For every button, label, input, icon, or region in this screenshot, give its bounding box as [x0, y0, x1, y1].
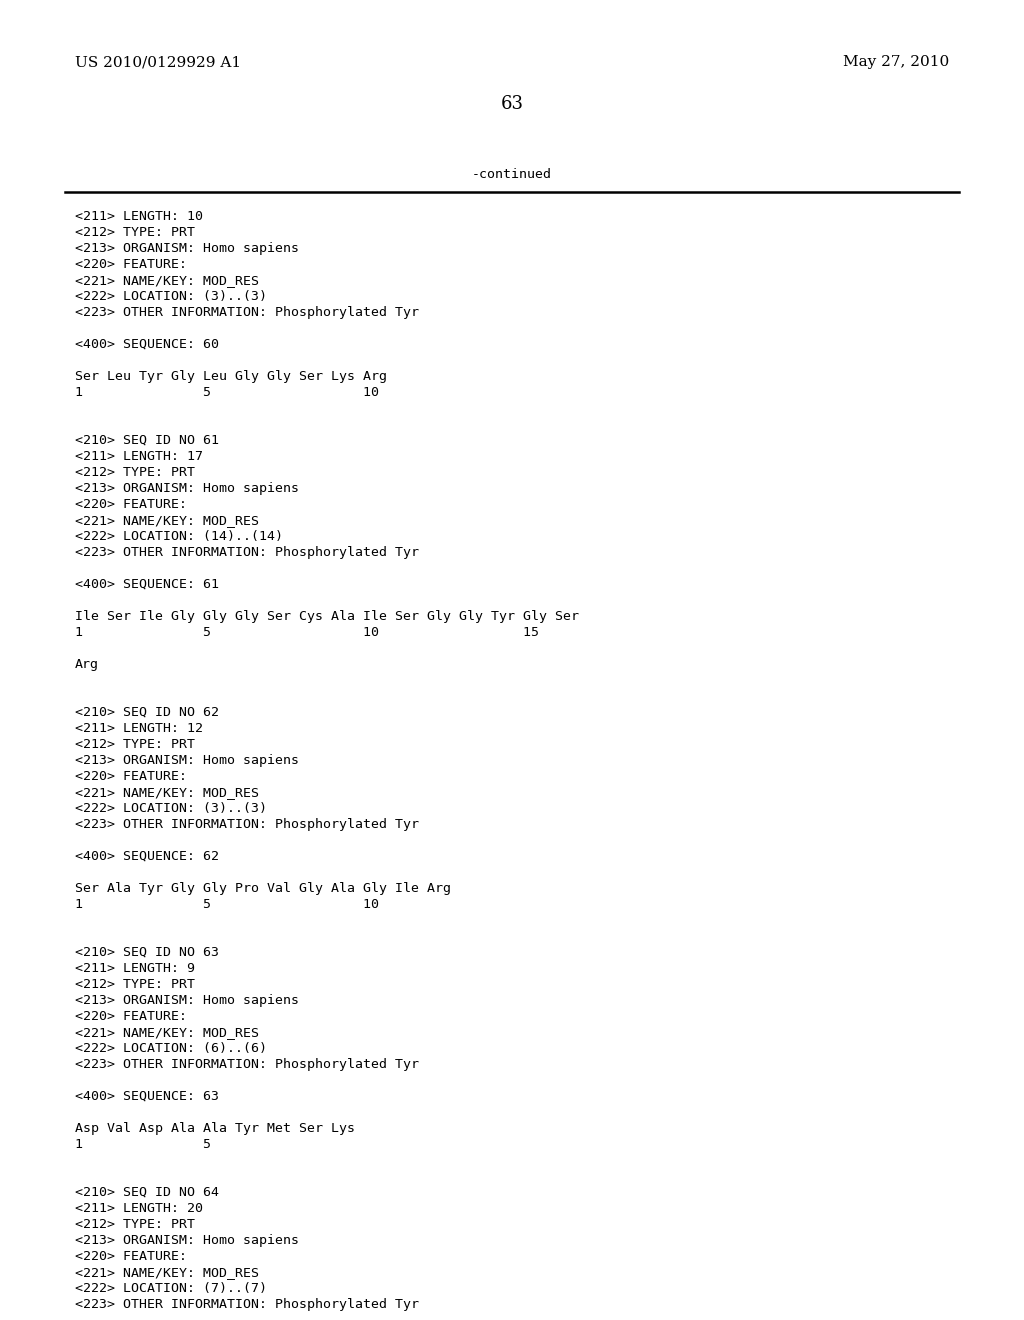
Text: <223> OTHER INFORMATION: Phosphorylated Tyr: <223> OTHER INFORMATION: Phosphorylated …	[75, 1298, 419, 1311]
Text: <220> FEATURE:: <220> FEATURE:	[75, 1250, 187, 1263]
Text: <221> NAME/KEY: MOD_RES: <221> NAME/KEY: MOD_RES	[75, 1266, 259, 1279]
Text: 1               5                   10                  15: 1 5 10 15	[75, 626, 539, 639]
Text: <210> SEQ ID NO 62: <210> SEQ ID NO 62	[75, 706, 219, 719]
Text: <220> FEATURE:: <220> FEATURE:	[75, 498, 187, 511]
Text: <210> SEQ ID NO 61: <210> SEQ ID NO 61	[75, 434, 219, 447]
Text: 63: 63	[501, 95, 523, 114]
Text: 1               5                   10: 1 5 10	[75, 898, 379, 911]
Text: <212> TYPE: PRT: <212> TYPE: PRT	[75, 466, 195, 479]
Text: <211> LENGTH: 9: <211> LENGTH: 9	[75, 962, 195, 975]
Text: Ser Leu Tyr Gly Leu Gly Gly Ser Lys Arg: Ser Leu Tyr Gly Leu Gly Gly Ser Lys Arg	[75, 370, 387, 383]
Text: <222> LOCATION: (3)..(3): <222> LOCATION: (3)..(3)	[75, 290, 267, 304]
Text: <220> FEATURE:: <220> FEATURE:	[75, 257, 187, 271]
Text: <400> SEQUENCE: 60: <400> SEQUENCE: 60	[75, 338, 219, 351]
Text: <221> NAME/KEY: MOD_RES: <221> NAME/KEY: MOD_RES	[75, 275, 259, 286]
Text: <220> FEATURE:: <220> FEATURE:	[75, 1010, 187, 1023]
Text: <223> OTHER INFORMATION: Phosphorylated Tyr: <223> OTHER INFORMATION: Phosphorylated …	[75, 818, 419, 832]
Text: US 2010/0129929 A1: US 2010/0129929 A1	[75, 55, 241, 69]
Text: <221> NAME/KEY: MOD_RES: <221> NAME/KEY: MOD_RES	[75, 513, 259, 527]
Text: Asp Val Asp Ala Ala Tyr Met Ser Lys: Asp Val Asp Ala Ala Tyr Met Ser Lys	[75, 1122, 355, 1135]
Text: <213> ORGANISM: Homo sapiens: <213> ORGANISM: Homo sapiens	[75, 1234, 299, 1247]
Text: <211> LENGTH: 17: <211> LENGTH: 17	[75, 450, 203, 463]
Text: <400> SEQUENCE: 63: <400> SEQUENCE: 63	[75, 1090, 219, 1104]
Text: <222> LOCATION: (14)..(14): <222> LOCATION: (14)..(14)	[75, 531, 283, 543]
Text: <210> SEQ ID NO 64: <210> SEQ ID NO 64	[75, 1185, 219, 1199]
Text: <400> SEQUENCE: 61: <400> SEQUENCE: 61	[75, 578, 219, 591]
Text: <222> LOCATION: (7)..(7): <222> LOCATION: (7)..(7)	[75, 1282, 267, 1295]
Text: <212> TYPE: PRT: <212> TYPE: PRT	[75, 1218, 195, 1232]
Text: <212> TYPE: PRT: <212> TYPE: PRT	[75, 978, 195, 991]
Text: 1               5: 1 5	[75, 1138, 211, 1151]
Text: <213> ORGANISM: Homo sapiens: <213> ORGANISM: Homo sapiens	[75, 242, 299, 255]
Text: May 27, 2010: May 27, 2010	[843, 55, 949, 69]
Text: Ser Ala Tyr Gly Gly Pro Val Gly Ala Gly Ile Arg: Ser Ala Tyr Gly Gly Pro Val Gly Ala Gly …	[75, 882, 451, 895]
Text: <213> ORGANISM: Homo sapiens: <213> ORGANISM: Homo sapiens	[75, 994, 299, 1007]
Text: <212> TYPE: PRT: <212> TYPE: PRT	[75, 738, 195, 751]
Text: <210> SEQ ID NO 63: <210> SEQ ID NO 63	[75, 946, 219, 960]
Text: <220> FEATURE:: <220> FEATURE:	[75, 770, 187, 783]
Text: <223> OTHER INFORMATION: Phosphorylated Tyr: <223> OTHER INFORMATION: Phosphorylated …	[75, 306, 419, 319]
Text: <211> LENGTH: 20: <211> LENGTH: 20	[75, 1203, 203, 1214]
Text: <400> SEQUENCE: 62: <400> SEQUENCE: 62	[75, 850, 219, 863]
Text: 1               5                   10: 1 5 10	[75, 385, 379, 399]
Text: -continued: -continued	[472, 168, 552, 181]
Text: Arg: Arg	[75, 657, 99, 671]
Text: <221> NAME/KEY: MOD_RES: <221> NAME/KEY: MOD_RES	[75, 1026, 259, 1039]
Text: <211> LENGTH: 10: <211> LENGTH: 10	[75, 210, 203, 223]
Text: <211> LENGTH: 12: <211> LENGTH: 12	[75, 722, 203, 735]
Text: <213> ORGANISM: Homo sapiens: <213> ORGANISM: Homo sapiens	[75, 482, 299, 495]
Text: Ile Ser Ile Gly Gly Gly Ser Cys Ala Ile Ser Gly Gly Tyr Gly Ser: Ile Ser Ile Gly Gly Gly Ser Cys Ala Ile …	[75, 610, 579, 623]
Text: <223> OTHER INFORMATION: Phosphorylated Tyr: <223> OTHER INFORMATION: Phosphorylated …	[75, 1059, 419, 1071]
Text: <222> LOCATION: (3)..(3): <222> LOCATION: (3)..(3)	[75, 803, 267, 814]
Text: <213> ORGANISM: Homo sapiens: <213> ORGANISM: Homo sapiens	[75, 754, 299, 767]
Text: <223> OTHER INFORMATION: Phosphorylated Tyr: <223> OTHER INFORMATION: Phosphorylated …	[75, 546, 419, 558]
Text: <212> TYPE: PRT: <212> TYPE: PRT	[75, 226, 195, 239]
Text: <221> NAME/KEY: MOD_RES: <221> NAME/KEY: MOD_RES	[75, 785, 259, 799]
Text: <222> LOCATION: (6)..(6): <222> LOCATION: (6)..(6)	[75, 1041, 267, 1055]
